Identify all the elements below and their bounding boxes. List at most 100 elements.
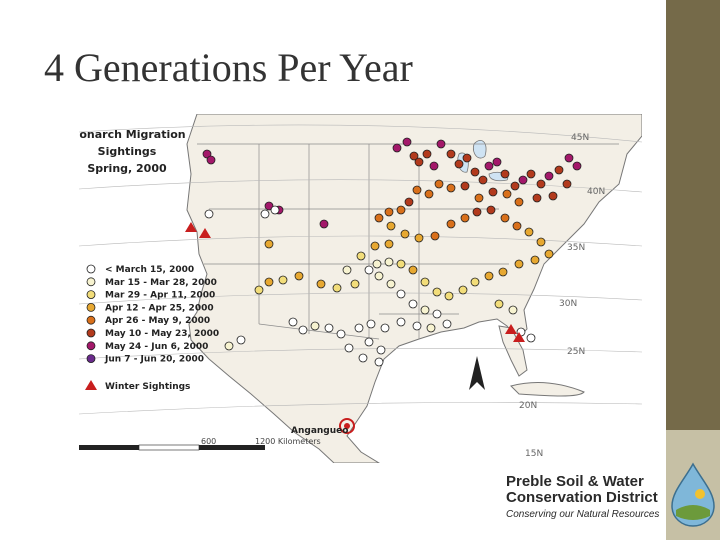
sighting-point	[458, 285, 468, 295]
sighting-point	[336, 329, 346, 339]
sighting-point	[514, 197, 524, 207]
legend-swatch-1	[86, 277, 96, 287]
sighting-point	[536, 237, 546, 247]
sighting-point	[484, 161, 494, 171]
sighting-point	[572, 161, 582, 171]
map-svg: Angangueo Monarch Migration Sightings Sp…	[79, 114, 642, 463]
angangueo-marker	[339, 418, 355, 434]
sighting-point	[460, 213, 470, 223]
sighting-point	[408, 265, 418, 275]
sighting-point	[432, 287, 442, 297]
sighting-point	[434, 179, 444, 189]
sighting-point	[422, 149, 432, 159]
sighting-point	[370, 241, 380, 251]
sighting-points	[202, 137, 582, 367]
sighting-point	[492, 157, 502, 167]
sighting-point	[462, 153, 472, 163]
sighting-point	[224, 341, 234, 351]
sighting-point	[384, 239, 394, 249]
sighting-point	[444, 291, 454, 301]
north-america-land	[186, 114, 642, 463]
winter-triangle-2	[199, 228, 211, 238]
sighting-point	[436, 139, 446, 149]
sighting-point	[526, 333, 536, 343]
legend-swatch-7	[86, 354, 96, 364]
logo-tagline: Conserving our Natural Resources	[506, 509, 660, 520]
winter-triangle-3	[505, 324, 517, 334]
sighting-point	[380, 323, 390, 333]
legend-swatch-2	[86, 290, 96, 300]
map-title-line-3: Spring, 2000	[87, 162, 167, 175]
sighting-point	[532, 193, 542, 203]
sighting-point	[414, 233, 424, 243]
sighting-point	[396, 205, 406, 215]
sighting-point	[358, 353, 368, 363]
sighting-point	[342, 265, 352, 275]
latitude-lines	[79, 124, 642, 415]
latitude-label-2: 35N	[567, 243, 585, 253]
sighting-point	[518, 175, 528, 185]
sighting-point	[544, 249, 554, 259]
legend-label-0: < March 15, 2000	[105, 265, 194, 275]
side-bar-decoration	[666, 0, 720, 430]
sighting-point	[270, 205, 280, 215]
legend-label-5: May 10 - May 23, 2000	[105, 329, 219, 339]
winter-triangle-4	[513, 332, 525, 342]
sighting-point	[356, 251, 366, 261]
sighting-point	[474, 193, 484, 203]
sighting-point	[264, 201, 274, 211]
sighting-point	[454, 159, 464, 169]
sighting-point	[470, 277, 480, 287]
sighting-point	[374, 271, 384, 281]
sighting-point	[412, 185, 422, 195]
sighting-point	[432, 309, 442, 319]
latitude-label-1: 40N	[587, 187, 605, 197]
cuba	[510, 382, 585, 397]
sighting-point	[500, 169, 510, 179]
sighting-point	[374, 357, 384, 367]
legend-label-7: Jun 7 - Jun 20, 2000	[104, 355, 204, 365]
latitude-label-6: 15N	[525, 449, 543, 459]
sighting-point	[204, 209, 214, 219]
sighting-point	[478, 175, 488, 185]
sighting-point	[530, 255, 540, 265]
sighting-point	[264, 239, 274, 249]
sighting-point	[386, 279, 396, 289]
legend-swatch-5	[86, 328, 96, 338]
legend-label-3: Apr 12 - Apr 25, 2000	[105, 303, 214, 313]
sighting-point	[408, 299, 418, 309]
sighting-point	[414, 157, 424, 167]
sighting-point	[500, 213, 510, 223]
sighting-point	[260, 209, 270, 219]
sighting-point	[510, 181, 520, 191]
sighting-point	[264, 277, 274, 287]
sighting-point	[350, 279, 360, 289]
winter-legend-label: Winter Sightings	[105, 382, 190, 392]
water-drop-logo-icon	[671, 462, 715, 527]
winter-triangle-1	[185, 222, 197, 232]
sighting-point	[426, 323, 436, 333]
sighting-point	[366, 319, 376, 329]
sighting-point	[472, 207, 482, 217]
sighting-point	[402, 137, 412, 147]
sighting-point	[332, 283, 342, 293]
sighting-point	[524, 227, 534, 237]
latitude-label-4: 25N	[567, 347, 585, 357]
sighting-point	[548, 191, 558, 201]
sighting-point	[470, 167, 480, 177]
legend-swatch-4	[86, 315, 96, 325]
winter-legend-triangle	[85, 380, 97, 390]
sighting-point	[400, 229, 410, 239]
sighting-point	[396, 259, 406, 269]
sighting-point	[316, 279, 326, 289]
sighting-point	[544, 171, 554, 181]
sighting-point	[446, 183, 456, 193]
sighting-point	[324, 323, 334, 333]
sighting-point	[488, 187, 498, 197]
legend-label-4: Apr 26 - May 9, 2000	[105, 316, 210, 326]
legend-label-1: Mar 15 - Mar 28, 2000	[105, 278, 217, 288]
angangueo-label: Angangueo	[291, 426, 348, 436]
sighting-point	[202, 149, 212, 159]
sighting-point	[254, 285, 264, 295]
logo-name-line-2: Conservation District	[506, 489, 658, 506]
